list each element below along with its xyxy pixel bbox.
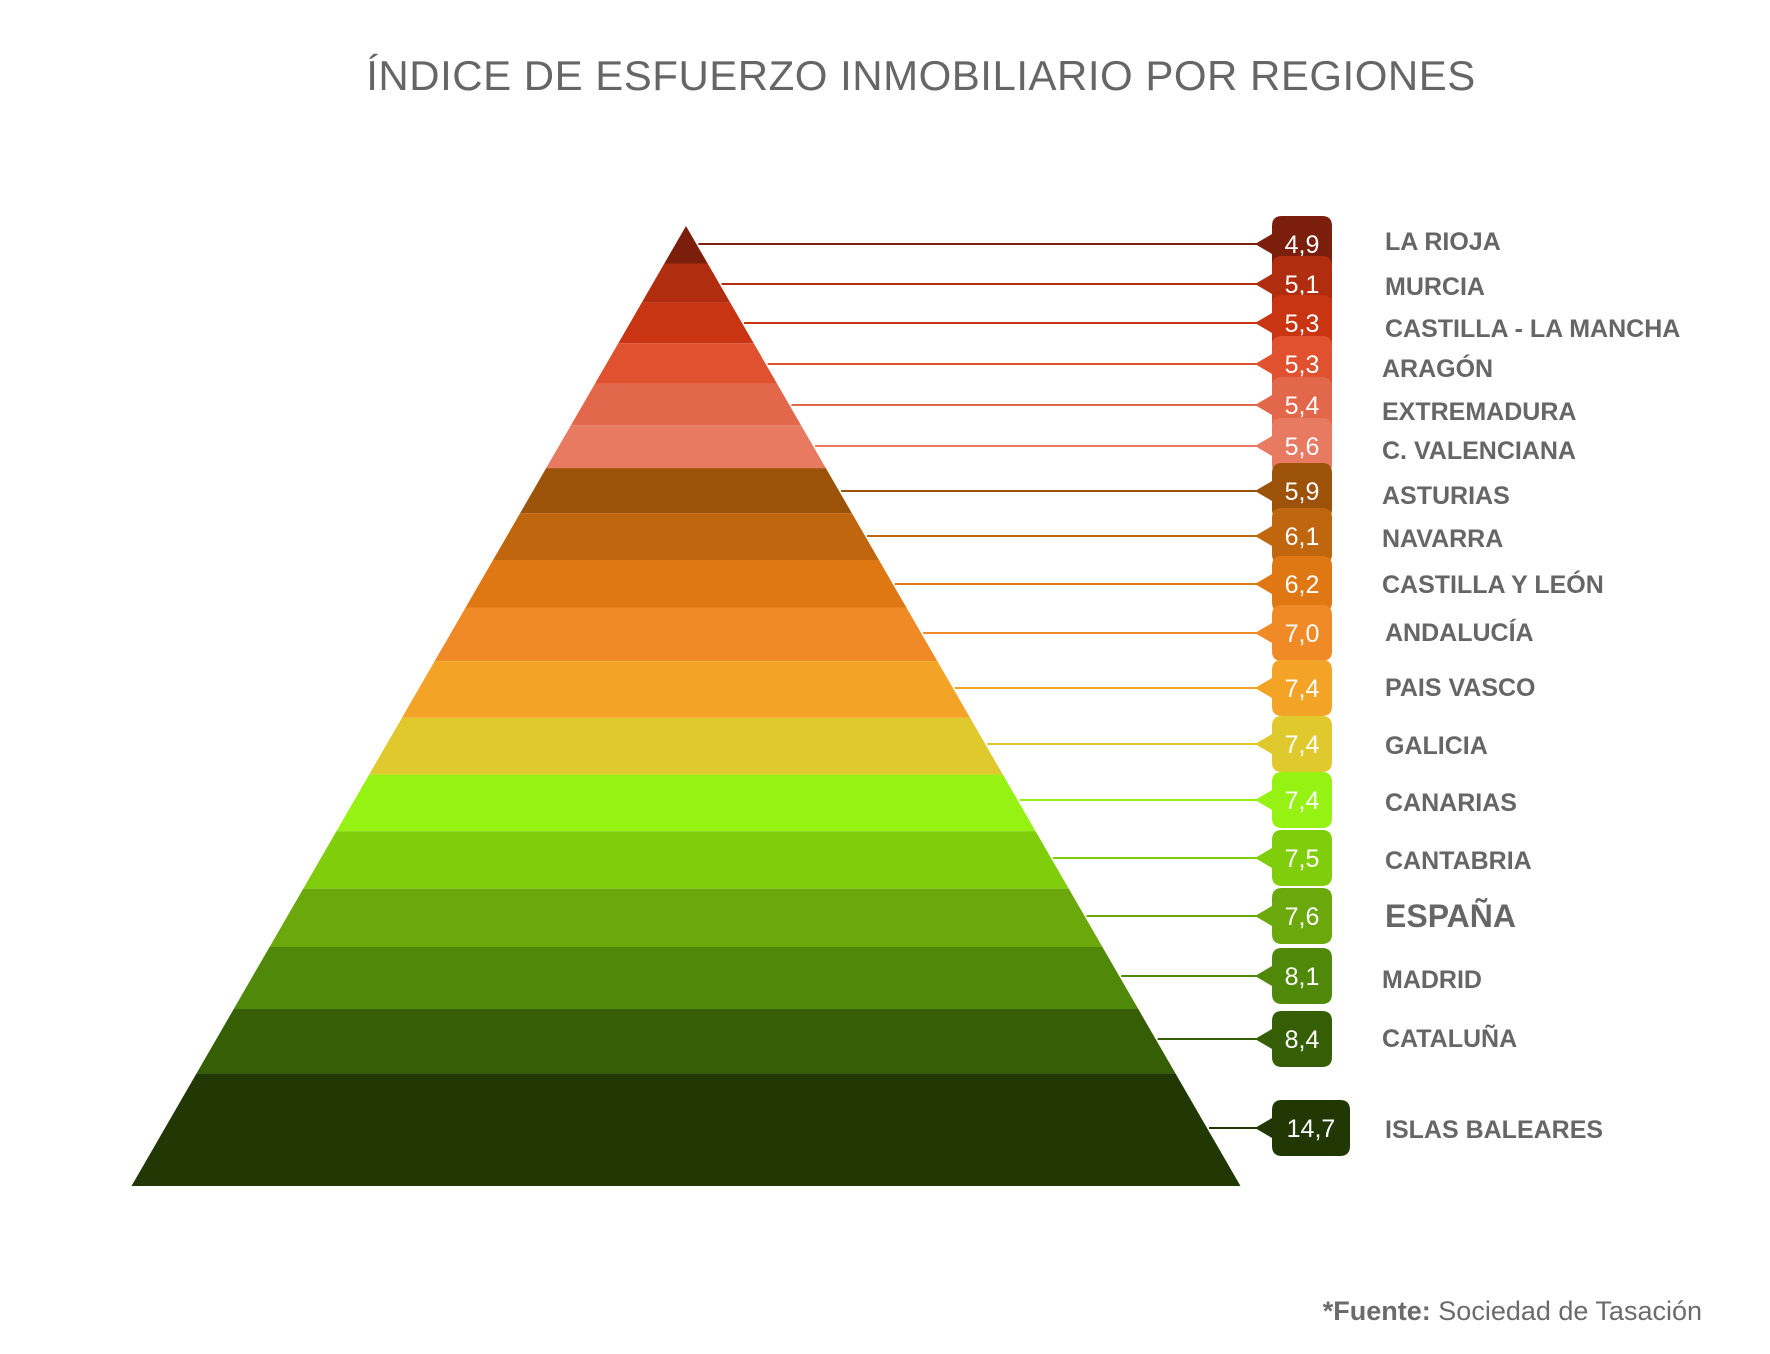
value-label-castilla-la-mancha: 5,3 — [1285, 310, 1320, 338]
pyramid-band-castilla-y-leon — [465, 560, 907, 608]
region-label-castilla-la-mancha: CASTILLA - LA MANCHA — [1385, 315, 1680, 343]
region-label-pais-vasco: PAIS VASCO — [1385, 674, 1536, 702]
region-label-islas-baleares: ISLAS BALEARES — [1385, 1116, 1603, 1144]
value-label-cantabria: 7,5 — [1285, 845, 1320, 873]
region-label-cataluna: CATALUÑA — [1382, 1023, 1517, 1053]
source-text: Sociedad de Tasación — [1438, 1296, 1702, 1326]
pyramid-band-espana — [269, 888, 1103, 947]
value-label-murcia: 5,1 — [1285, 271, 1320, 299]
value-badge-asturias — [1255, 463, 1332, 519]
pyramid-band-murcia — [641, 263, 731, 303]
source-label: *Fuente: — [1322, 1296, 1431, 1326]
region-label-extremadura: EXTREMADURA — [1382, 398, 1576, 426]
region-label-asturias: ASTURIAS — [1382, 482, 1510, 510]
region-label-espana: ESPAÑA — [1385, 898, 1516, 934]
pyramid-band-cataluna — [196, 1009, 1176, 1074]
region-label-madrid: MADRID — [1382, 966, 1482, 994]
value-badge-madrid — [1255, 948, 1332, 1004]
pyramid-band-pais-vasco — [401, 661, 971, 718]
value-badge-navarra — [1255, 508, 1332, 564]
pyramid-band-asturias — [520, 468, 852, 514]
region-label-castilla-y-leon: CASTILLA Y LEÓN — [1382, 569, 1604, 599]
region-label-c-valenciana: C. VALENCIANA — [1382, 437, 1576, 465]
value-label-castilla-y-leon: 6,2 — [1285, 571, 1320, 599]
value-label-canarias: 7,4 — [1285, 787, 1320, 815]
value-badge-canarias — [1255, 772, 1332, 828]
value-label-la-rioja: 4,9 — [1285, 231, 1320, 259]
value-label-asturias: 5,9 — [1285, 478, 1320, 506]
value-badge-c-valenciana — [1255, 418, 1332, 474]
value-label-extremadura: 5,4 — [1285, 392, 1320, 420]
value-badge-cantabria — [1255, 830, 1332, 886]
chart-title: ÍNDICE DE ESFUERZO INMOBILIARIO POR REGI… — [366, 52, 1476, 99]
pyramid-band-islas-baleares — [131, 1073, 1241, 1186]
value-label-espana: 7,6 — [1285, 903, 1320, 931]
value-label-andalucia: 7,0 — [1285, 620, 1320, 648]
value-badge-cataluna — [1255, 1011, 1332, 1067]
pyramid-band-navarra — [493, 513, 879, 561]
pyramid-band-castilla-la-mancha — [618, 302, 754, 344]
value-badge-andalucia — [1255, 605, 1332, 661]
value-label-galicia: 7,4 — [1285, 731, 1320, 759]
value-badge-galicia — [1255, 716, 1332, 772]
region-label-murcia: MURCIA — [1385, 273, 1485, 301]
value-label-pais-vasco: 7,4 — [1285, 675, 1320, 703]
value-badge-pais-vasco — [1255, 660, 1332, 716]
region-label-la-rioja: LA RIOJA — [1385, 228, 1501, 256]
pyramid-band-la-rioja — [664, 226, 708, 264]
pyramid-band-galicia — [369, 717, 1003, 775]
pyramid-band-aragon — [594, 343, 778, 384]
pyramid-band-andalucia — [434, 607, 938, 662]
pyramid-band-madrid — [233, 946, 1139, 1010]
value-badge-islas-baleares — [1255, 1100, 1350, 1156]
value-label-navarra: 6,1 — [1285, 523, 1320, 551]
value-label-madrid: 8,1 — [1285, 963, 1320, 991]
region-label-cantabria: CANTABRIA — [1385, 847, 1532, 875]
pyramid-band-extremadura — [570, 383, 802, 426]
region-label-canarias: CANARIAS — [1385, 789, 1517, 817]
pyramid-band-canarias — [336, 774, 1036, 832]
pyramid-band-c-valenciana — [546, 425, 826, 469]
region-label-galicia: GALICIA — [1385, 732, 1488, 760]
value-badge-espana — [1255, 888, 1332, 944]
value-label-c-valenciana: 5,6 — [1285, 433, 1320, 461]
value-label-cataluna: 8,4 — [1285, 1026, 1320, 1054]
value-label-aragon: 5,3 — [1285, 351, 1320, 379]
region-label-andalucia: ANDALUCÍA — [1385, 618, 1534, 647]
region-label-aragon: ARAGÓN — [1382, 353, 1493, 383]
value-badge-castilla-y-leon — [1255, 556, 1332, 612]
value-label-islas-baleares: 14,7 — [1287, 1115, 1336, 1143]
pyramid-band-cantabria — [303, 831, 1069, 889]
region-label-navarra: NAVARRA — [1382, 525, 1503, 553]
source-note: *Fuente: Sociedad de Tasación — [1323, 1296, 1702, 1327]
